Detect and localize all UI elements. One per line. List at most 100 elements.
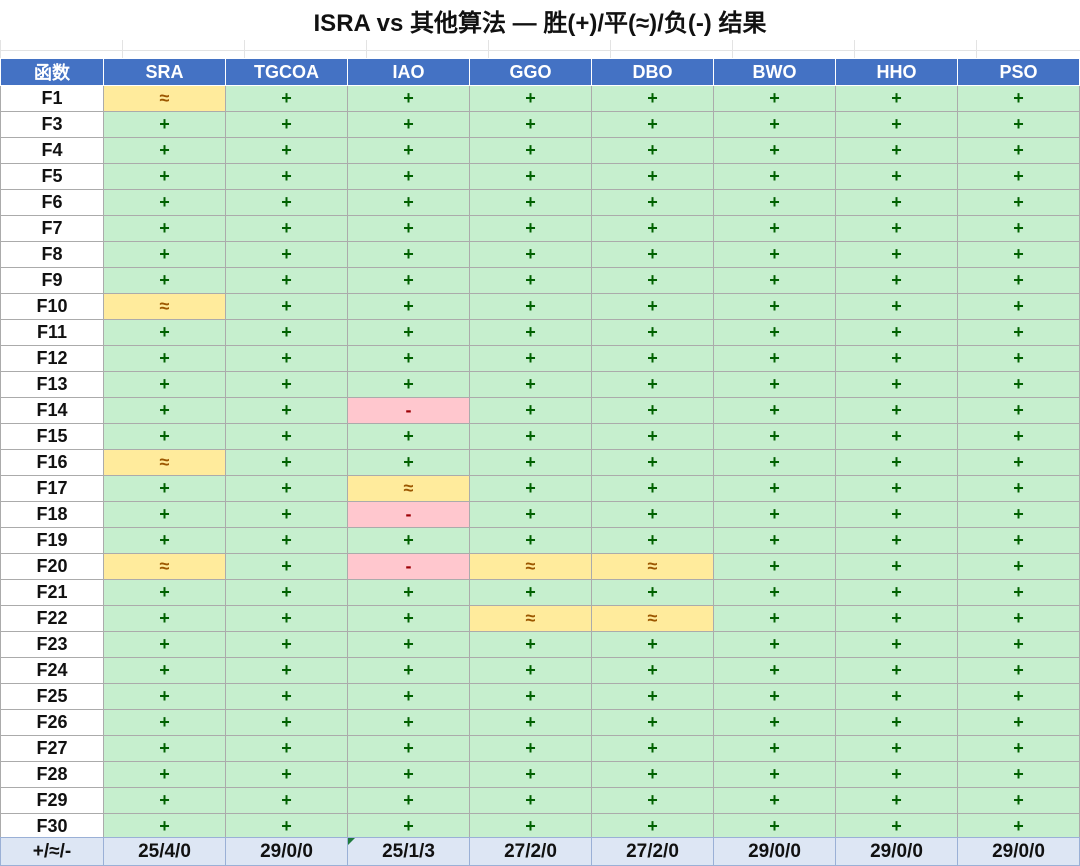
result-cell-win[interactable]: + — [835, 85, 958, 112]
result-cell-win[interactable]: + — [347, 371, 470, 398]
result-cell-win[interactable]: + — [713, 397, 836, 424]
result-cell-win[interactable]: + — [103, 475, 226, 502]
summary-value-cell[interactable]: 25/4/0 — [103, 837, 226, 866]
result-cell-win[interactable]: + — [347, 293, 470, 320]
result-cell-win[interactable]: + — [225, 397, 348, 424]
result-cell-win[interactable]: + — [225, 189, 348, 216]
function-name-cell[interactable]: F20 — [0, 553, 104, 580]
result-cell-win[interactable]: + — [103, 111, 226, 138]
result-cell-win[interactable]: + — [591, 85, 714, 112]
result-cell-win[interactable]: + — [713, 657, 836, 684]
result-cell-win[interactable]: + — [347, 683, 470, 710]
result-cell-win[interactable]: + — [225, 319, 348, 346]
column-header-function[interactable]: 函数 — [0, 58, 104, 86]
function-name-cell[interactable]: F24 — [0, 657, 104, 684]
result-cell-win[interactable]: + — [957, 449, 1080, 476]
result-cell-win[interactable]: + — [469, 423, 592, 450]
function-name-cell[interactable]: F26 — [0, 709, 104, 736]
result-cell-win[interactable]: + — [225, 657, 348, 684]
result-cell-win[interactable]: + — [225, 527, 348, 554]
result-cell-win[interactable]: + — [225, 215, 348, 242]
result-cell-win[interactable]: + — [835, 163, 958, 190]
result-cell-win[interactable]: + — [347, 163, 470, 190]
result-cell-win[interactable]: + — [591, 787, 714, 814]
result-cell-win[interactable]: + — [591, 267, 714, 294]
result-cell-win[interactable]: + — [835, 527, 958, 554]
result-cell-win[interactable]: + — [713, 267, 836, 294]
result-cell-win[interactable]: + — [713, 189, 836, 216]
result-cell-win[interactable]: + — [957, 631, 1080, 658]
result-cell-win[interactable]: + — [957, 579, 1080, 606]
result-cell-win[interactable]: + — [957, 605, 1080, 632]
function-name-cell[interactable]: F27 — [0, 735, 104, 762]
result-cell-win[interactable]: + — [347, 787, 470, 814]
result-cell-win[interactable]: + — [103, 631, 226, 658]
result-cell-win[interactable]: + — [469, 111, 592, 138]
result-cell-win[interactable]: + — [469, 735, 592, 762]
summary-value-cell[interactable]: 27/2/0 — [469, 837, 592, 866]
result-cell-win[interactable]: + — [713, 293, 836, 320]
summary-value-cell[interactable]: 29/0/0 — [713, 837, 836, 866]
function-name-cell[interactable]: F12 — [0, 345, 104, 372]
result-cell-win[interactable]: + — [957, 85, 1080, 112]
result-cell-win[interactable]: + — [469, 449, 592, 476]
result-cell-win[interactable]: + — [469, 683, 592, 710]
result-cell-win[interactable]: + — [103, 761, 226, 788]
result-cell-win[interactable]: + — [225, 267, 348, 294]
summary-label[interactable]: +/≈/- — [0, 837, 104, 866]
result-cell-win[interactable]: + — [835, 735, 958, 762]
result-cell-win[interactable]: + — [347, 761, 470, 788]
result-cell-win[interactable]: + — [835, 709, 958, 736]
function-name-cell[interactable]: F3 — [0, 111, 104, 138]
result-cell-win[interactable]: + — [957, 241, 1080, 268]
result-cell-win[interactable]: + — [957, 189, 1080, 216]
result-cell-win[interactable]: + — [957, 761, 1080, 788]
result-cell-win[interactable]: + — [103, 241, 226, 268]
result-cell-win[interactable]: + — [103, 137, 226, 164]
result-cell-win[interactable]: + — [713, 683, 836, 710]
result-cell-win[interactable]: + — [347, 423, 470, 450]
result-cell-win[interactable]: + — [591, 631, 714, 658]
result-cell-win[interactable]: + — [591, 761, 714, 788]
result-cell-win[interactable]: + — [225, 813, 348, 840]
function-name-cell[interactable]: F1 — [0, 85, 104, 112]
result-cell-win[interactable]: + — [469, 527, 592, 554]
result-cell-win[interactable]: + — [835, 553, 958, 580]
result-cell-win[interactable]: + — [225, 579, 348, 606]
result-cell-win[interactable]: + — [713, 449, 836, 476]
column-header-dbo[interactable]: DBO — [591, 58, 714, 86]
result-cell-win[interactable]: + — [225, 85, 348, 112]
function-name-cell[interactable]: F6 — [0, 189, 104, 216]
result-cell-win[interactable]: + — [591, 371, 714, 398]
result-cell-win[interactable]: + — [347, 267, 470, 294]
result-cell-win[interactable]: + — [957, 553, 1080, 580]
result-cell-win[interactable]: + — [957, 787, 1080, 814]
result-cell-win[interactable]: + — [591, 449, 714, 476]
result-cell-win[interactable]: + — [225, 137, 348, 164]
result-cell-tie[interactable]: ≈ — [103, 293, 226, 320]
column-header-tgcoa[interactable]: TGCOA — [225, 58, 348, 86]
result-cell-win[interactable]: + — [835, 761, 958, 788]
result-cell-win[interactable]: + — [347, 631, 470, 658]
result-cell-win[interactable]: + — [347, 319, 470, 346]
result-cell-win[interactable]: + — [591, 735, 714, 762]
result-cell-win[interactable]: + — [835, 345, 958, 372]
result-cell-win[interactable]: + — [591, 215, 714, 242]
result-cell-win[interactable]: + — [591, 163, 714, 190]
result-cell-win[interactable]: + — [103, 215, 226, 242]
result-cell-win[interactable]: + — [103, 683, 226, 710]
result-cell-win[interactable]: + — [347, 735, 470, 762]
result-cell-win[interactable]: + — [347, 527, 470, 554]
result-cell-win[interactable]: + — [469, 85, 592, 112]
result-cell-win[interactable]: + — [103, 371, 226, 398]
result-cell-win[interactable]: + — [103, 397, 226, 424]
function-name-cell[interactable]: F10 — [0, 293, 104, 320]
result-cell-win[interactable]: + — [591, 709, 714, 736]
column-header-bwo[interactable]: BWO — [713, 58, 836, 86]
result-cell-win[interactable]: + — [469, 397, 592, 424]
result-cell-win[interactable]: + — [591, 293, 714, 320]
result-cell-win[interactable]: + — [347, 241, 470, 268]
result-cell-win[interactable]: + — [713, 215, 836, 242]
result-cell-win[interactable]: + — [347, 579, 470, 606]
result-cell-win[interactable]: + — [469, 319, 592, 346]
